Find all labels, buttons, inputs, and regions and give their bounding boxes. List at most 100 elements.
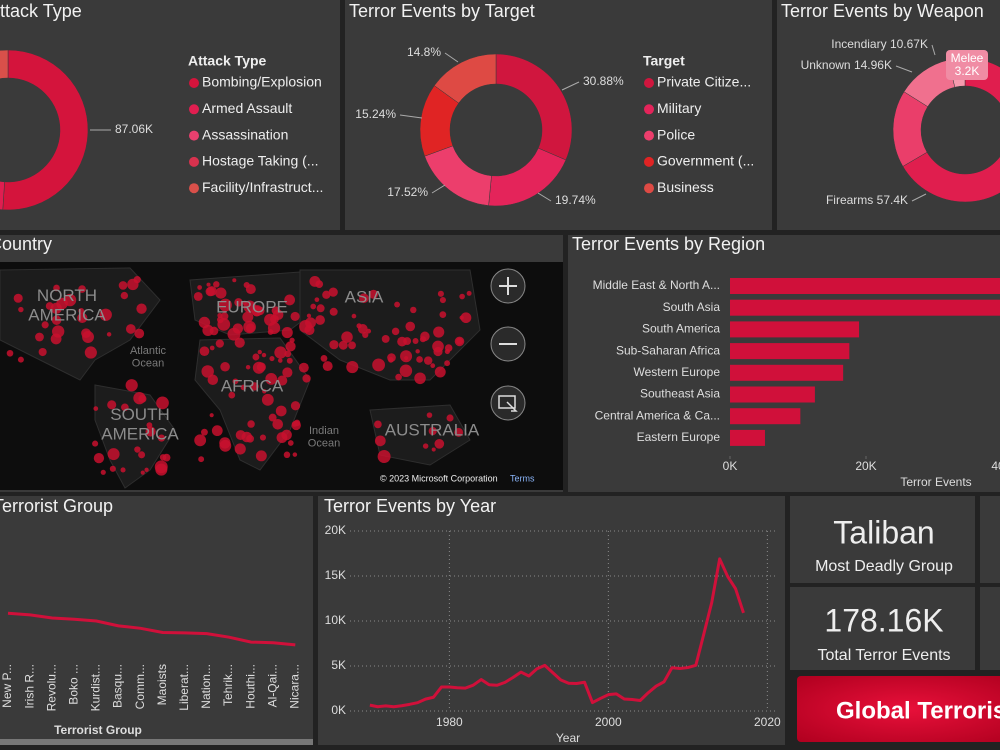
data-label: 19.74%: [555, 193, 596, 207]
y-tick-label: 0K: [331, 703, 346, 717]
map-dot: [93, 452, 105, 464]
map-dot: [314, 297, 320, 303]
map-dot: [283, 451, 291, 459]
x-tick-label: 40K: [991, 459, 1000, 473]
map-dot: [315, 315, 325, 325]
map-dot: [261, 393, 274, 406]
map-dot: [275, 405, 287, 417]
map-dot: [219, 439, 232, 452]
map-dot: [234, 298, 243, 307]
map-title: Terror Events by Country: [0, 234, 52, 254]
card-value: Taliban: [833, 514, 934, 550]
select-tool[interactable]: [490, 385, 526, 421]
map-dot: [257, 349, 262, 355]
map-dot: [217, 318, 231, 331]
map-dot: [156, 396, 169, 410]
map-dot: [272, 418, 284, 430]
map-dot: [377, 450, 391, 464]
map-dot: [428, 426, 437, 436]
map-dot: [100, 469, 106, 475]
map-dot: [92, 440, 99, 447]
x-tick-label: 1980: [436, 715, 463, 729]
map-dot: [256, 362, 266, 372]
x-tick-label: Nicara...: [287, 664, 301, 709]
map-dot: [259, 434, 267, 441]
legend-entry: Government (...: [657, 153, 754, 169]
terms-link[interactable]: Terms: [510, 473, 535, 483]
map-dot: [434, 366, 446, 378]
zoom-out[interactable]: [490, 326, 526, 362]
x-tick-label: 2000: [595, 715, 622, 729]
bar: [730, 343, 850, 360]
leader-line: [911, 193, 927, 202]
legend-swatch: [644, 130, 654, 141]
legend-swatch: [189, 130, 199, 141]
map-dot: [269, 355, 275, 362]
x-tick-label: Tehrik...: [221, 664, 235, 706]
map-dot: [287, 440, 294, 446]
map-dot: [134, 446, 141, 453]
map-dot: [315, 280, 324, 288]
x-tick-label: 2020: [754, 715, 781, 729]
map-dot: [118, 281, 128, 290]
map-label: EUROPE: [216, 297, 288, 316]
map-dot: [368, 289, 379, 299]
map-dot: [322, 290, 331, 299]
map-dot: [252, 353, 260, 361]
bar: [730, 429, 765, 446]
map-dot: [134, 328, 145, 339]
map-dot: [320, 355, 328, 362]
map-dot: [316, 304, 325, 313]
map-dot: [404, 355, 409, 361]
map-dot: [410, 306, 417, 314]
panel: [568, 235, 1000, 492]
map-dot: [144, 467, 149, 473]
y-tick-label: South America: [642, 322, 720, 336]
map-dot: [53, 284, 60, 292]
leader-line: [444, 52, 459, 63]
map-dot: [459, 293, 465, 300]
map-dot: [306, 313, 312, 318]
leader-line: [399, 114, 423, 119]
map-dot: [284, 294, 296, 306]
map-label-text: NORTH AMERICA: [28, 286, 106, 325]
chart-title: Terror Events by Year: [324, 496, 496, 516]
legend-swatch: [189, 156, 199, 167]
map-dot: [299, 320, 313, 333]
map-dot: [290, 311, 300, 321]
map-dot: [262, 389, 267, 394]
bar: [730, 386, 815, 403]
map-dot: [93, 406, 99, 411]
map-dot: [193, 291, 203, 301]
legend-entry: Business: [657, 179, 714, 195]
map-dot: [18, 306, 24, 313]
scrollbar: [0, 739, 313, 745]
map-dot: [194, 434, 207, 447]
map-dot: [388, 357, 394, 363]
map-label-text: SOUTH AMERICA: [101, 405, 179, 444]
data-label: 14.8%: [407, 45, 441, 59]
map-dot: [466, 290, 472, 296]
card: [980, 496, 1000, 583]
map-dot: [403, 337, 412, 346]
panel: [0, 496, 313, 745]
map-dot: [228, 391, 236, 399]
map-dot: [439, 296, 446, 304]
map-dot: [439, 311, 447, 319]
map-dot: [269, 314, 279, 324]
zoom-in[interactable]: [490, 268, 526, 304]
map-dot: [374, 435, 386, 447]
map-dot: [213, 281, 220, 288]
tooltip-value: 3.2K: [955, 64, 980, 78]
x-tick-label: Boko ...: [66, 664, 80, 705]
x-tick-label: 20K: [855, 459, 876, 473]
map-dot: [374, 420, 382, 429]
map-dot: [38, 347, 47, 357]
map-dot: [201, 365, 214, 378]
card-label: Most Deadly Group: [815, 558, 953, 575]
legend-entry: Armed Assault: [202, 100, 292, 116]
map-dot: [426, 412, 433, 418]
map-dot: [433, 346, 443, 357]
map-dot: [414, 372, 426, 385]
category-name: Firearms: [826, 193, 873, 207]
